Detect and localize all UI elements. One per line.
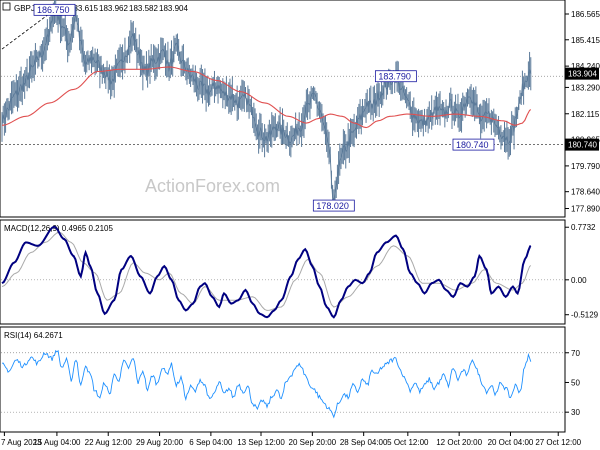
xtick-label: 22 Aug 12:00 [85, 438, 133, 447]
macd-panel [0, 219, 566, 325]
macd-ytick-label: -0.5129 [571, 311, 599, 320]
price-ytick-label: 186.565 [571, 10, 600, 19]
close-value: 183.904 [159, 4, 188, 13]
macd-ytick-label: 0.00 [571, 276, 587, 285]
macd-signal-line [1, 231, 532, 311]
xtick-label: 13 Sep 12:00 [237, 438, 285, 447]
price-ytick-label: 182.115 [571, 110, 600, 119]
xtick-label: 7 Aug 2023 [1, 438, 42, 447]
xtick-label: 20 Oct 04:00 [488, 438, 534, 447]
price-line [1, 7, 532, 202]
open-value: 183.615 [69, 4, 98, 13]
series-layer [1, 0, 532, 419]
macd-line [1, 225, 532, 319]
macd-title: MACD(12,26,9) 0.4965 0.2105 [4, 224, 114, 233]
xtick-label: 5 Oct 12:00 [387, 438, 429, 447]
price-ytick-label: 185.415 [571, 36, 600, 45]
low-value: 183.582 [129, 4, 158, 13]
label-layer: 186.750 183.790 180.740 178.020 [33, 3, 495, 212]
svg-text:180.740: 180.740 [568, 141, 597, 150]
svg-text:186.750: 186.750 [37, 5, 70, 15]
price-ytick-label: 177.890 [571, 204, 600, 213]
reference-price-box: 180.740 [565, 138, 599, 151]
trendline [1, 9, 55, 50]
price-title: GBPJPY,H4 183.615 183.962 183.582 183.90… [2, 2, 188, 13]
rsi-ytick-label: 30 [571, 408, 580, 417]
macd-ytick-label: 0.7732 [571, 223, 596, 232]
price-annotation: 180.740 [452, 138, 495, 151]
price-ytick-label: 184.240 [571, 62, 600, 71]
price-annotation: 183.790 [374, 70, 417, 83]
watermark: ActionForex.com [145, 176, 280, 196]
rsi-line [1, 349, 532, 419]
rsi-ytick-label: 50 [571, 378, 580, 387]
rsi-title: RSI(14) 64.2671 [4, 331, 63, 340]
grid-layer [1, 9, 565, 413]
price-annotation: 186.750 [33, 3, 76, 16]
xtick-label: 28 Sep 04:00 [340, 438, 388, 447]
xtick-label: 6 Sep 04:00 [189, 438, 233, 447]
svg-text:183.904: 183.904 [568, 70, 597, 79]
axis-layer: 186.565185.415184.240183.290182.115180.9… [1, 10, 600, 447]
xtick-label: 29 Aug 20:00 [136, 438, 184, 447]
price-ytick-label: 179.790 [571, 162, 600, 171]
svg-text:178.020: 178.020 [316, 201, 349, 211]
high-value: 183.962 [99, 4, 128, 13]
price-ytick-label: 183.290 [571, 83, 600, 92]
price-annotation: 178.020 [312, 199, 355, 212]
svg-text:180.740: 180.740 [456, 140, 489, 150]
rsi-panel [0, 326, 566, 433]
rsi-ytick-label: 70 [571, 349, 580, 358]
xtick-label: 15 Aug 04:00 [33, 438, 81, 447]
xtick-label: 27 Oct 12:00 [535, 438, 581, 447]
xtick-label: 12 Oct 20:00 [436, 438, 482, 447]
price-ytick-label: 178.640 [571, 188, 600, 197]
moving-average-line [1, 66, 532, 129]
xtick-label: 20 Sep 20:00 [289, 438, 337, 447]
svg-text:183.790: 183.790 [378, 71, 411, 81]
current-price-box: 183.904 [565, 67, 599, 80]
